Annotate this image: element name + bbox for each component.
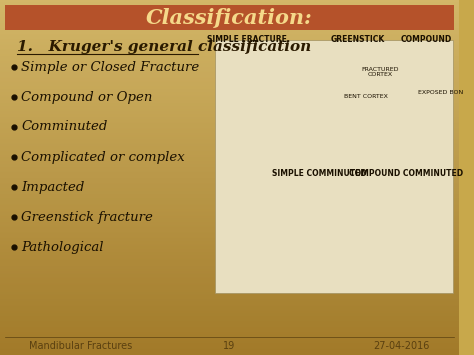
- Text: Complicated or complex: Complicated or complex: [21, 151, 185, 164]
- Text: EXPOSED BON: EXPOSED BON: [418, 89, 463, 94]
- Text: SIMPLE FRACTURE: SIMPLE FRACTURE: [207, 36, 287, 44]
- Text: COMPOUND: COMPOUND: [400, 36, 452, 44]
- FancyBboxPatch shape: [215, 40, 453, 293]
- Text: COMPOUND COMMINUTED: COMPOUND COMMINUTED: [349, 169, 464, 178]
- Text: Mandibular Fractures: Mandibular Fractures: [29, 341, 132, 351]
- Text: Greenstick fracture: Greenstick fracture: [21, 211, 153, 224]
- Text: Simple or Closed Fracture: Simple or Closed Fracture: [21, 60, 200, 73]
- Text: Pathological: Pathological: [21, 240, 104, 253]
- Text: Classification:: Classification:: [146, 7, 313, 27]
- Text: Compound or Open: Compound or Open: [21, 91, 153, 104]
- Text: GREENSTICK: GREENSTICK: [331, 36, 385, 44]
- Text: 27-04-2016: 27-04-2016: [374, 341, 430, 351]
- Text: 1.   Kruger's general classification: 1. Kruger's general classification: [18, 40, 312, 54]
- Text: Impacted: Impacted: [21, 180, 85, 193]
- Text: Comminuted: Comminuted: [21, 120, 108, 133]
- Text: 19: 19: [223, 341, 236, 351]
- Text: BENT CORTEX: BENT CORTEX: [344, 94, 388, 99]
- Text: FRACTURED
CORTEX: FRACTURED CORTEX: [362, 67, 399, 77]
- Text: SIMPLE COMMINUTED: SIMPLE COMMINUTED: [272, 169, 367, 178]
- FancyBboxPatch shape: [5, 5, 454, 30]
